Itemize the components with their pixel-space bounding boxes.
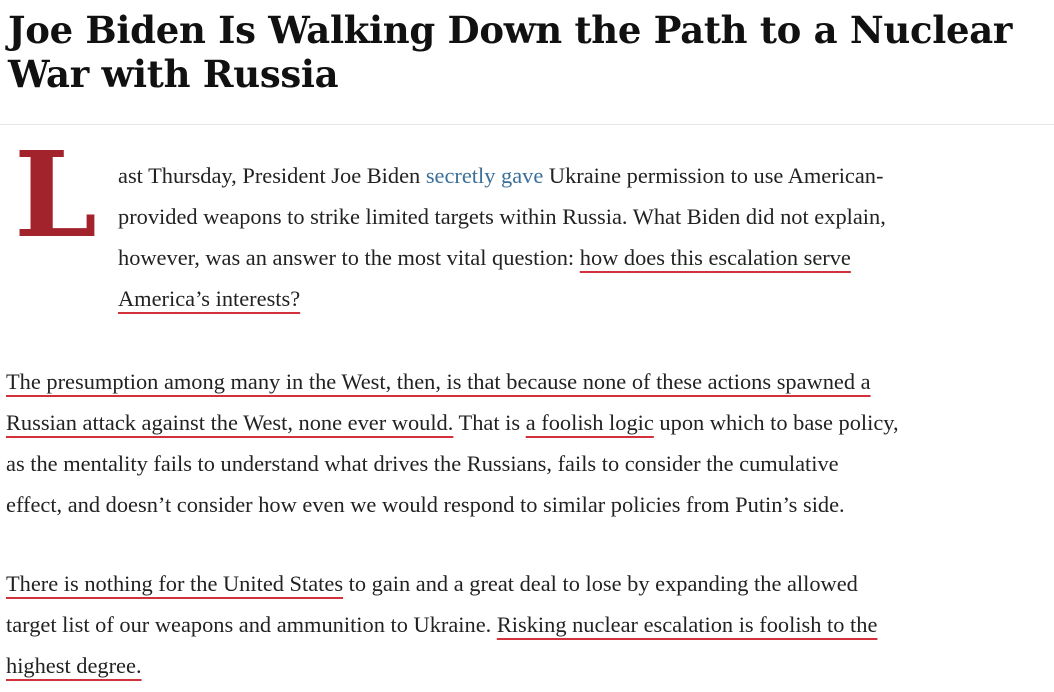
- highlighted-text: Risking nuclear escalation is foolish to…: [496, 612, 878, 637]
- text-segment: That is: [453, 410, 526, 435]
- drop-cap: L: [14, 125, 97, 264]
- highlighted-text: highest degree.: [6, 653, 142, 678]
- text-line: highest degree.: [6, 645, 877, 686]
- paragraph-2: The presumption among many in the West, …: [6, 361, 899, 525]
- divider: [0, 124, 1054, 125]
- highlighted-text: how does this escalation serve: [579, 245, 851, 270]
- text-segment: however, was an answer to the most vital…: [118, 245, 580, 270]
- paragraph-1: ast Thursday, President Joe Biden secret…: [118, 155, 886, 319]
- highlighted-text: The presumption among many in the West, …: [6, 369, 871, 394]
- paragraph-3: There is nothing for the United States t…: [6, 563, 877, 686]
- text-segment: as the mentality fails to understand wha…: [6, 451, 839, 476]
- highlighted-text: a foolish logic: [525, 410, 654, 435]
- inline-link[interactable]: secretly gave: [425, 163, 544, 188]
- text-segment: target list of our weapons and ammunitio…: [6, 612, 497, 637]
- text-line: There is nothing for the United States t…: [6, 563, 877, 604]
- highlighted-text: There is nothing for the United States: [6, 571, 344, 596]
- headline-line-1: Joe Biden Is Walking Down the Path to a …: [8, 8, 1013, 52]
- text-line: target list of our weapons and ammunitio…: [6, 604, 877, 645]
- text-line: effect, and doesn’t consider how even we…: [6, 484, 899, 525]
- highlighted-text: America’s interests?: [118, 286, 301, 311]
- text-line: as the mentality fails to understand wha…: [6, 443, 899, 484]
- text-segment: to gain and a great deal to lose by expa…: [343, 571, 858, 596]
- text-line: Russian attack against the West, none ev…: [6, 402, 899, 443]
- text-line: ast Thursday, President Joe Biden secret…: [118, 155, 886, 196]
- text-line: The presumption among many in the West, …: [6, 361, 899, 402]
- article-headline: Joe Biden Is Walking Down the Path to a …: [8, 8, 1012, 96]
- text-segment: upon which to base policy,: [653, 410, 899, 435]
- headline-line-2: War with Russia: [8, 52, 339, 96]
- highlighted-text: Russian attack against the West, none ev…: [6, 410, 454, 435]
- text-line: provided weapons to strike limited targe…: [118, 196, 886, 237]
- text-line: America’s interests?: [118, 278, 886, 319]
- text-segment: provided weapons to strike limited targe…: [118, 204, 886, 229]
- text-segment: Ukraine permission to use American-: [543, 163, 884, 188]
- text-segment: effect, and doesn’t consider how even we…: [6, 492, 845, 517]
- text-line: however, was an answer to the most vital…: [118, 237, 886, 278]
- text-segment: ast Thursday, President Joe Biden: [118, 163, 426, 188]
